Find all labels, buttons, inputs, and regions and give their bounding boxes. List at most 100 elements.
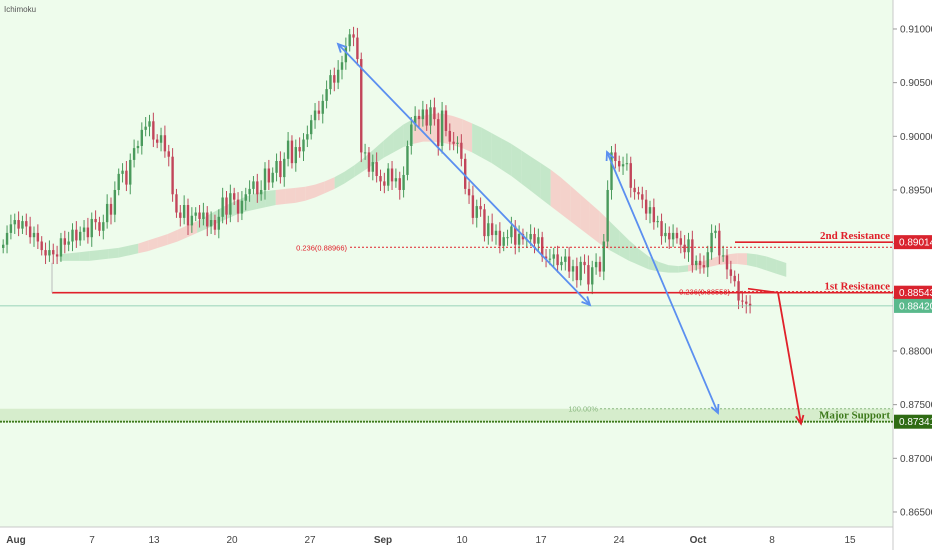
candle-body [748, 303, 752, 306]
candle-body [159, 135, 163, 143]
cloud-segment [383, 132, 394, 158]
candle-body [741, 300, 744, 302]
candle-body [209, 220, 213, 227]
candle-body [444, 110, 448, 131]
candle-body [614, 152, 617, 161]
x-tick-label: 24 [613, 535, 625, 546]
candle-body [583, 261, 586, 266]
cloud-segment [295, 186, 306, 203]
candle-body [171, 156, 174, 195]
x-tick-label: 10 [456, 535, 468, 546]
candle-body [156, 139, 159, 143]
cloud-segment [452, 115, 463, 149]
candle-body [102, 222, 105, 231]
red-arrow-start [747, 287, 779, 294]
cloud-segment [481, 127, 492, 164]
candle-body [132, 148, 136, 160]
candle-body [490, 223, 494, 236]
candle-body [40, 241, 43, 251]
candle-body [144, 126, 147, 130]
candle-body [356, 37, 359, 60]
blue-arrow-first-leg-head [581, 296, 592, 307]
fib-label-upper: 0.236(0.88966) [296, 243, 347, 252]
candle-body [506, 237, 509, 239]
candle-body [517, 233, 521, 245]
cloud-segment [354, 157, 365, 178]
candle-body [452, 141, 455, 144]
candle-body [248, 188, 251, 195]
candle-body [710, 232, 713, 253]
support-zone-layer [0, 408, 893, 422]
indicator-label: Ichimoku [4, 5, 36, 14]
candle-body [2, 244, 5, 248]
candle-body [125, 170, 128, 185]
candle-body [186, 205, 190, 226]
candle-body [660, 221, 663, 237]
cloud-segment [148, 237, 158, 252]
candle-body [348, 34, 351, 47]
cloud-segment [246, 193, 257, 212]
candle-body [648, 207, 652, 214]
cloud-segment [79, 251, 90, 261]
candle-body [579, 261, 582, 281]
candle-body [86, 227, 90, 238]
red-arrow-target [777, 292, 802, 424]
candle-body [606, 189, 609, 242]
candle-body [552, 254, 555, 259]
candle-body [494, 230, 498, 236]
candle-body [598, 261, 602, 272]
red-arrow-target-head [795, 414, 805, 426]
candle-body [48, 250, 51, 256]
candle-body [602, 241, 605, 272]
second-resistance-title: 2nd Resistance [820, 230, 890, 242]
candle-body [129, 159, 132, 185]
cloud-segment [678, 265, 689, 273]
candle-body [564, 256, 567, 262]
candle-body [67, 241, 70, 245]
candle-body [675, 232, 679, 239]
candle-body [340, 62, 344, 70]
candle-body [290, 140, 294, 164]
candle-body [498, 230, 502, 246]
candle-body [437, 119, 440, 146]
candle-body [406, 145, 409, 175]
candle-body [271, 172, 274, 183]
candle-body [567, 256, 571, 272]
x-tick-label: 20 [226, 535, 238, 546]
blue-arrow-first-leg [337, 43, 591, 306]
candle-body [113, 189, 117, 215]
candle-body [233, 193, 236, 200]
candle-body [82, 227, 86, 232]
cloud-segment [530, 156, 541, 199]
candle-body [629, 163, 632, 188]
price-labels: 0.89014 0.88543 0.88420 0.87341 [894, 235, 932, 429]
candle-body [610, 152, 613, 190]
candle-body [352, 34, 355, 38]
cloud-segment [766, 256, 777, 274]
cloud-segment [707, 256, 718, 268]
candle-body [467, 188, 471, 196]
cloud-segment [177, 225, 188, 242]
major-support-price-label: 0.87341 [899, 417, 932, 428]
cloud-segment [462, 119, 473, 153]
cloud-segment [521, 150, 531, 192]
candle-body [698, 260, 702, 266]
candle-body [706, 252, 709, 268]
candle-body [240, 200, 244, 214]
candle-body [529, 233, 532, 240]
x-tick-label: 15 [844, 535, 856, 546]
candle-body [410, 124, 413, 146]
candle-body [664, 232, 667, 237]
candle-body [637, 192, 640, 195]
cloud-segment [776, 259, 787, 277]
candle-body [263, 168, 267, 190]
cloud-segment [285, 187, 296, 204]
blue-arrow-second-tail-head [605, 150, 615, 162]
x-tick-label: Sep [374, 535, 392, 546]
candle-body [718, 230, 721, 256]
candle-body [460, 142, 463, 159]
